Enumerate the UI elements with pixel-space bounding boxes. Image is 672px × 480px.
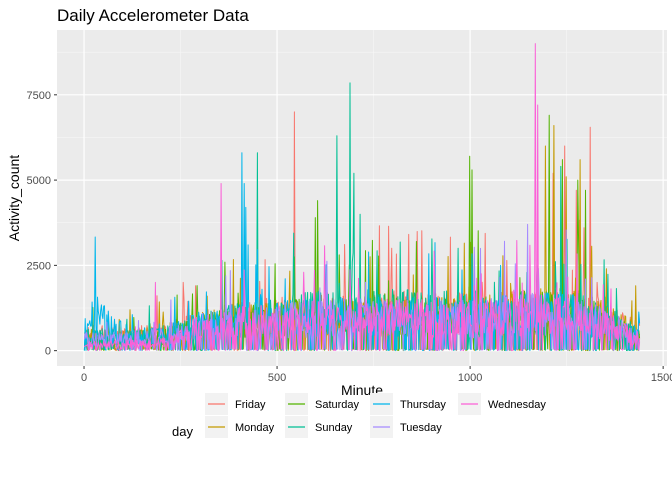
y-tick-label: 7500 (27, 90, 51, 102)
chart-title: Daily Accelerometer Data (57, 6, 249, 25)
x-tick-label: 500 (268, 372, 286, 384)
y-tick-label: 2500 (27, 260, 51, 272)
legend-title: day (172, 424, 193, 439)
legend-label-wednesday: Wednesday (488, 399, 546, 411)
legend-label-friday: Friday (235, 399, 266, 411)
legend: day Friday Monday Saturday Sunday Thursday Tu… (172, 393, 546, 439)
series-line-wednesday (83, 43, 641, 352)
legend-label-tuesday: Tuesday (400, 422, 442, 434)
legend-label-thursday: Thursday (400, 399, 446, 411)
series-line-tuesday (83, 223, 641, 352)
y-tick-label: 0 (45, 346, 51, 358)
y-tick-label: 5000 (27, 175, 51, 187)
y-axis: 0 2500 5000 7500 (27, 90, 57, 358)
x-tick-label: 1000 (458, 372, 482, 384)
legend-label-sunday: Sunday (315, 422, 353, 434)
legend-label-monday: Monday (235, 422, 275, 434)
series-lines (83, 43, 641, 352)
x-tick-label: 0 (81, 372, 87, 384)
legend-label-saturday: Saturday (315, 399, 360, 411)
y-axis-title: Activity_count (6, 155, 22, 241)
